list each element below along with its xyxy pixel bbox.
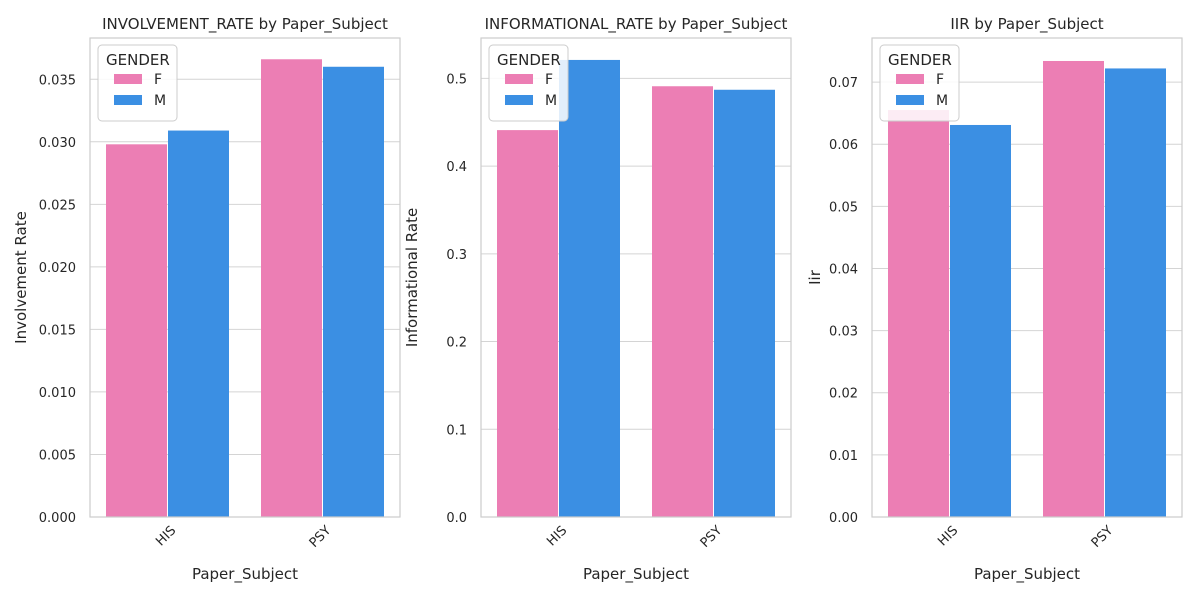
- y-tick-label: 0.00: [829, 511, 858, 526]
- y-tick-label: 0.02: [829, 387, 858, 402]
- x-tick-label: HIS: [544, 523, 570, 549]
- y-tick-label: 0.05: [829, 200, 858, 215]
- x-tick-label: HIS: [935, 523, 961, 549]
- bar-F-HIS: [106, 144, 167, 517]
- legend: GENDER FM: [488, 44, 569, 122]
- bar-M-HIS: [950, 124, 1011, 517]
- legend-entry-M: M: [936, 93, 948, 109]
- bar-M-HIS: [559, 59, 620, 517]
- legend-swatch-F: [114, 74, 142, 84]
- x-axis-label: Paper_Subject: [192, 565, 298, 584]
- legend-swatch-F: [505, 74, 533, 84]
- y-tick-label: 0.0: [446, 511, 467, 526]
- y-axis-label: Involvement Rate: [12, 211, 30, 344]
- y-tick-label: 0.035: [39, 73, 76, 88]
- axes-frame: [480, 37, 792, 518]
- bar-M-HIS: [168, 130, 229, 517]
- y-axis-label: Informational Rate: [403, 208, 421, 347]
- y-tick-label: 0.01: [829, 449, 858, 464]
- x-tick-label: PSY: [307, 523, 335, 551]
- legend-swatch-F: [896, 74, 924, 84]
- y-tick-label: 0.03: [829, 325, 858, 340]
- legend: GENDER FM: [879, 44, 960, 122]
- legend-entry-F: F: [154, 72, 162, 88]
- chart-title: INFORMATIONAL_RATE by Paper_Subject: [485, 15, 788, 34]
- bar-F-HIS: [888, 110, 949, 517]
- axes-frame: [871, 37, 1183, 518]
- chart-panel-1: 0.000 0.005 0.010 0.015 0.020 0.025 0.030 0.035…: [12, 15, 401, 584]
- bar-F-PSY: [261, 59, 322, 517]
- y-tick-label: 0.005: [39, 448, 76, 463]
- y-tick-label: 0.010: [39, 386, 76, 401]
- bar-F-PSY: [1043, 60, 1104, 517]
- y-tick-label: 0.07: [829, 76, 858, 91]
- legend-entry-F: F: [545, 72, 553, 88]
- x-axis-label: Paper_Subject: [583, 565, 689, 584]
- legend-title: GENDER: [497, 51, 561, 69]
- legend-swatch-M: [896, 95, 924, 105]
- y-tick-label: 0.3: [446, 248, 467, 263]
- y-axis-label: Iir: [806, 269, 824, 285]
- bar-F-PSY: [652, 86, 713, 517]
- legend-swatch-M: [505, 95, 533, 105]
- y-tick-label: 0.025: [39, 198, 76, 213]
- y-tick-label: 0.000: [39, 511, 76, 526]
- y-tick-label: 0.1: [446, 423, 467, 438]
- y-tick-label: 0.020: [39, 261, 76, 276]
- bar-M-PSY: [714, 89, 775, 517]
- y-tick-label: 0.06: [829, 138, 858, 153]
- bar-F-HIS: [497, 130, 558, 517]
- x-axis-label: Paper_Subject: [974, 565, 1080, 584]
- axes-frame: [89, 37, 401, 518]
- bar-M-PSY: [1105, 68, 1166, 517]
- x-tick-label: PSY: [1089, 523, 1117, 551]
- legend-entry-F: F: [936, 72, 944, 88]
- y-tick-label: 0.015: [39, 323, 76, 338]
- legend-swatch-M: [114, 95, 142, 105]
- legend-title: GENDER: [888, 51, 952, 69]
- bar-M-PSY: [323, 66, 384, 517]
- y-tick-label: 0.04: [829, 262, 858, 277]
- chart-panel-3: 0.00 0.01 0.02 0.03 0.04 0.05 0.06 0.07 HIS PSY II…: [806, 15, 1183, 584]
- chart-title: IIR by Paper_Subject: [950, 15, 1103, 34]
- legend-title: GENDER: [106, 51, 170, 69]
- chart-panel-2: 0.0 0.1 0.2 0.3 0.4 0.5 HIS PSY INFORMATIONAL_RA…: [403, 15, 792, 584]
- y-tick-label: 0.030: [39, 136, 76, 151]
- y-tick-label: 0.2: [446, 336, 467, 351]
- legend: GENDER FM: [97, 44, 178, 122]
- legend-entry-M: M: [545, 93, 557, 109]
- x-tick-label: PSY: [698, 523, 726, 551]
- y-tick-label: 0.5: [446, 72, 467, 87]
- legend-entry-M: M: [154, 93, 166, 109]
- chart-title: INVOLVEMENT_RATE by Paper_Subject: [102, 15, 388, 34]
- y-tick-label: 0.4: [446, 160, 467, 175]
- x-tick-label: HIS: [153, 523, 179, 549]
